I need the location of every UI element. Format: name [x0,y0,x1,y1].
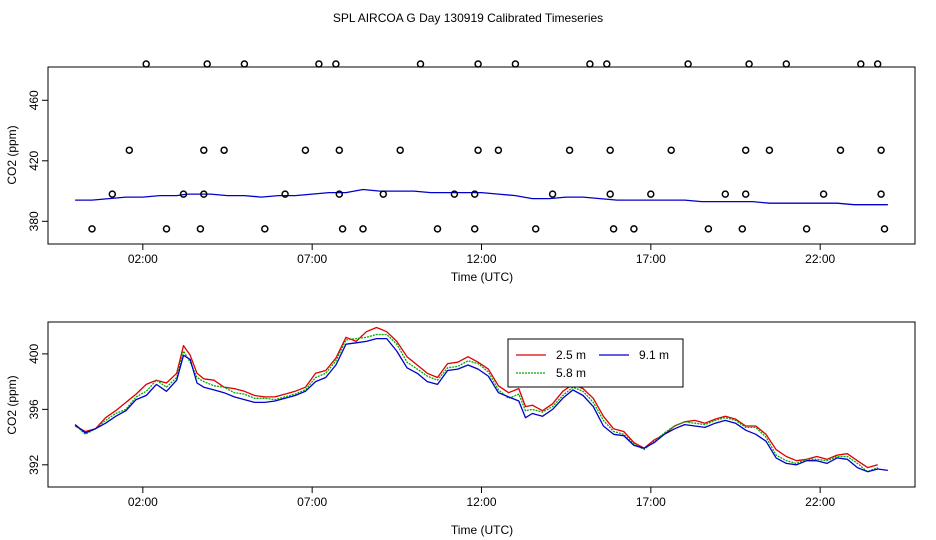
top-panel-ylabel: CO2 (ppm) [5,125,19,184]
bottom-panel: 02:00 07:00 12:00 17:00 22:00 392 396 400 CO2 (… [5,321,916,537]
top-panel-marks [75,60,889,233]
x-tick-label: 12:00 [466,495,496,509]
legend-label-5-8m: 5.8 m [556,366,586,380]
data-point-circle [667,146,675,154]
x-tick-label: 12:00 [466,252,496,266]
bottom-panel-xlabel: Time (UTC) [451,523,513,537]
data-point-circle [494,146,503,154]
data-point-circle [200,190,208,198]
data-point-circle [782,60,791,68]
series-line-2-5-m [74,326,878,469]
data-point-circle [240,60,249,68]
legend-label-9-1m: 9.1 m [639,348,669,362]
data-point-circle [873,60,882,68]
y-tick-label: 380 [27,211,41,231]
data-point-circle [721,190,730,198]
data-point-circle [609,225,618,233]
data-point-circle [315,60,323,68]
data-point-circle [606,190,614,198]
bottom-panel-marks [74,326,888,473]
data-point-circle [603,60,611,68]
bottom-panel-ylabel: CO2 (ppm) [5,375,19,434]
data-point-circle [281,190,289,198]
data-point-circle [88,225,96,233]
series-line-1 [75,188,888,206]
data-point-circle [470,225,479,233]
data-point-circle [416,60,425,68]
x-tick-label: 22:00 [805,252,835,266]
data-point-circle [857,60,865,68]
legend-label-2-5m: 2.5 m [556,348,586,362]
data-point-circle [396,146,404,154]
data-point-circle [108,190,117,198]
data-point-circle [450,190,459,198]
data-point-circle [332,60,340,68]
y-tick-label: 392 [27,454,41,474]
bottom-panel-axes: 02:00 07:00 12:00 17:00 22:00 392 396 400 [27,344,836,509]
top-panel-axes: 02:00 07:00 12:00 17:00 22:00 380 420 460 [27,90,836,266]
data-point-circle [647,190,655,198]
data-point-circle [741,190,750,198]
x-tick-label: 22:00 [805,495,835,509]
y-tick-label: 420 [27,150,41,170]
data-point-circle [220,146,228,154]
data-point-circle [179,190,188,198]
legend-box [507,338,684,388]
data-point-circle [511,60,520,68]
data-point-circle [261,225,269,233]
data-point-circle [470,190,479,198]
top-panel-frame [47,66,916,245]
data-point-circle [738,225,747,233]
data-point-circle [433,225,442,233]
data-point-circle [802,225,811,233]
data-point-circle [359,225,367,233]
data-point-circle [630,225,638,233]
data-point-circle [196,225,205,233]
data-point-circle [606,146,614,154]
x-tick-label: 02:00 [128,252,158,266]
data-point-circle [836,146,845,154]
data-point-circle [531,225,540,233]
data-point-circle [586,60,594,68]
data-point-circle [474,146,482,154]
data-point-circle [335,190,344,198]
data-point-circle [379,190,388,198]
series-line-5-8-m [74,333,878,473]
data-point-circle [745,60,753,68]
data-point-circle [125,146,134,154]
legend: 2.5 m 5.8 m 9.1 m [507,338,684,388]
data-point-circle [565,146,574,154]
x-tick-label: 07:00 [297,495,327,509]
data-point-circle [474,60,482,68]
top-panel-xlabel: Time (UTC) [451,270,513,284]
data-point-circle [880,225,889,233]
data-point-circle [877,146,885,154]
y-tick-label: 396 [27,399,41,419]
x-tick-label: 17:00 [636,252,666,266]
top-panel: 02:00 07:00 12:00 17:00 22:00 380 420 460 CO2 (… [5,60,916,284]
figure-title: SPL AIRCOA G Day 130919 Calibrated Times… [333,11,603,25]
data-point-circle [200,146,208,154]
data-point-circle [765,146,774,154]
data-point-circle [548,190,557,198]
x-tick-label: 07:00 [297,252,327,266]
x-tick-label: 17:00 [636,495,666,509]
data-point-circle [338,225,347,233]
y-tick-label: 400 [27,344,41,364]
data-point-circle [335,146,344,154]
data-point-circle [741,146,750,154]
data-point-circle [203,60,211,68]
data-point-circle [704,225,713,233]
y-tick-label: 460 [27,90,41,110]
data-point-circle [162,225,171,233]
x-tick-label: 02:00 [128,495,158,509]
series-line-9-1-m [74,337,888,473]
data-point-circle [684,60,692,68]
data-point-circle [877,190,885,198]
data-point-circle [301,146,310,154]
data-point-circle [819,190,828,198]
data-point-circle [142,60,150,68]
